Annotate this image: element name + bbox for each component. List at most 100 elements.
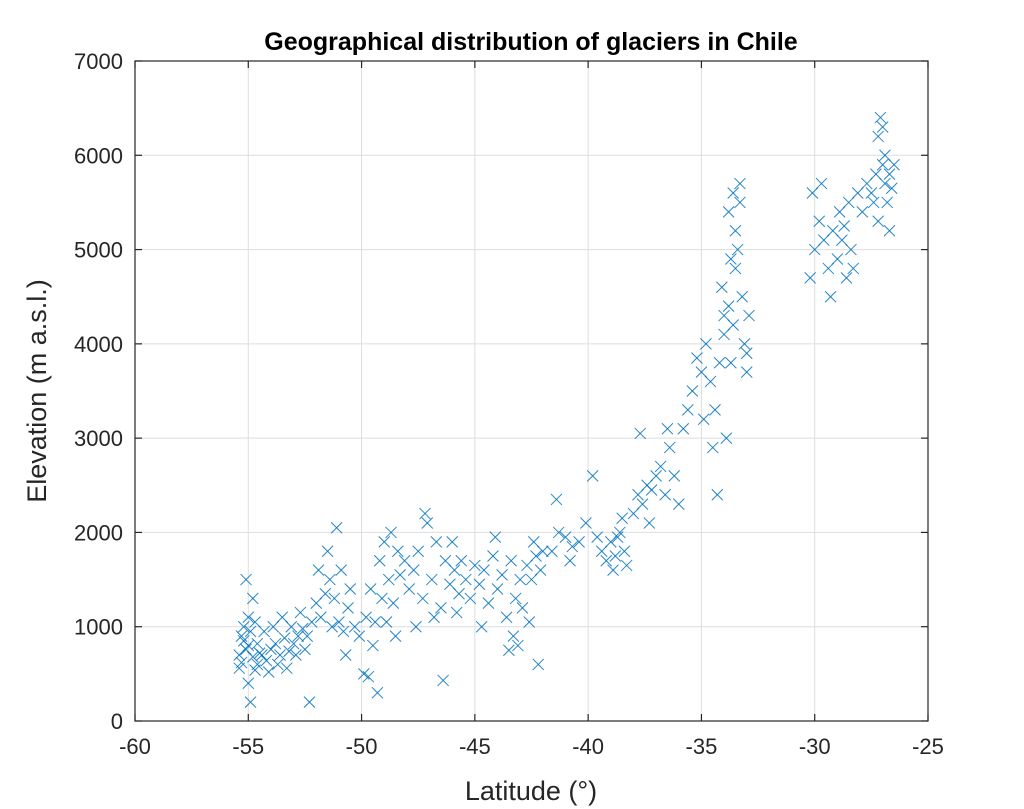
data-point [595, 545, 608, 558]
data-point [505, 554, 517, 567]
data-point [686, 385, 699, 397]
data-point [634, 427, 647, 440]
data-point [301, 630, 314, 642]
data-point [233, 649, 246, 661]
data-point [550, 493, 563, 506]
data-point [444, 578, 456, 591]
data-point [718, 328, 730, 341]
data-point [439, 554, 452, 567]
data-point [824, 290, 837, 303]
data-point [817, 234, 830, 246]
data-point [373, 554, 386, 567]
data-point [321, 545, 334, 558]
data-point [836, 234, 848, 246]
data-point [845, 243, 857, 256]
data-point [335, 564, 348, 576]
data-point [425, 573, 438, 586]
data-point [729, 224, 742, 237]
x-tick-label: -50 [346, 734, 378, 759]
data-point [514, 573, 527, 586]
data-point [364, 583, 377, 595]
grid-lines [134, 60, 929, 722]
data-point [700, 338, 712, 350]
data-point [883, 224, 896, 237]
data-point [663, 441, 676, 454]
data-point [527, 536, 540, 548]
data-point [242, 677, 255, 690]
data-point [337, 625, 350, 638]
data-point [743, 309, 755, 322]
data-point [312, 564, 325, 576]
data-point [677, 422, 690, 435]
data-point [731, 243, 744, 256]
data-point [348, 620, 361, 633]
data-point [627, 507, 640, 520]
data-point [586, 470, 599, 482]
data-point [407, 564, 420, 576]
data-point [715, 281, 728, 294]
data-point [305, 616, 318, 628]
data-point [534, 564, 547, 576]
data-point [736, 290, 749, 303]
data-point [720, 432, 733, 444]
data-point [842, 196, 855, 209]
data-point [668, 470, 681, 482]
data-point [371, 686, 384, 699]
x-tick-label: -40 [572, 734, 604, 759]
data-point [362, 670, 375, 683]
data-point [290, 649, 302, 661]
data-point [611, 531, 624, 543]
data-point [378, 536, 391, 548]
data-point [330, 521, 343, 534]
data-point [552, 526, 565, 539]
data-point [838, 220, 851, 232]
data-point [727, 187, 740, 199]
data-point [573, 536, 585, 548]
data-point [478, 564, 490, 576]
y-tick-label: 3000 [74, 426, 123, 451]
data-point [833, 206, 846, 218]
data-point [872, 130, 885, 143]
data-point [704, 375, 717, 388]
data-point [278, 632, 291, 644]
data-point [691, 352, 703, 364]
data-point [530, 550, 542, 562]
data-point [412, 545, 425, 558]
data-point [271, 658, 284, 671]
data-point [722, 206, 735, 218]
data-point [491, 583, 504, 595]
axes-frame [134, 60, 929, 722]
data-point [475, 620, 488, 633]
data-point [659, 488, 672, 501]
data-point [233, 662, 246, 675]
data-point [872, 215, 885, 228]
data-point [512, 639, 524, 652]
data-point [244, 625, 257, 638]
data-point [296, 622, 309, 635]
y-tick-labels: 0 1000 2000 3000 4000 5000 6000 7000 [74, 49, 123, 734]
data-point [369, 616, 382, 628]
data-point [706, 441, 719, 454]
data-point [879, 177, 891, 190]
data-point [360, 611, 372, 624]
data-point [643, 517, 656, 529]
data-point [722, 300, 735, 312]
data-point [394, 569, 406, 581]
data-point [607, 564, 619, 576]
data-point [840, 272, 853, 284]
data-point [410, 620, 422, 633]
tick-marks [134, 60, 929, 722]
x-tick-labels: -60 -55 -50 -45 -40 -35 -30 -25 [119, 734, 944, 759]
data-point [459, 573, 472, 586]
data-point [879, 149, 891, 162]
data-point [435, 602, 447, 614]
data-point [262, 666, 275, 678]
data-point [681, 404, 694, 416]
data-point [292, 630, 304, 642]
data-point [740, 366, 753, 378]
data-point [711, 488, 724, 501]
data-point [403, 583, 416, 595]
data-point [604, 536, 617, 548]
data-point [450, 606, 463, 619]
